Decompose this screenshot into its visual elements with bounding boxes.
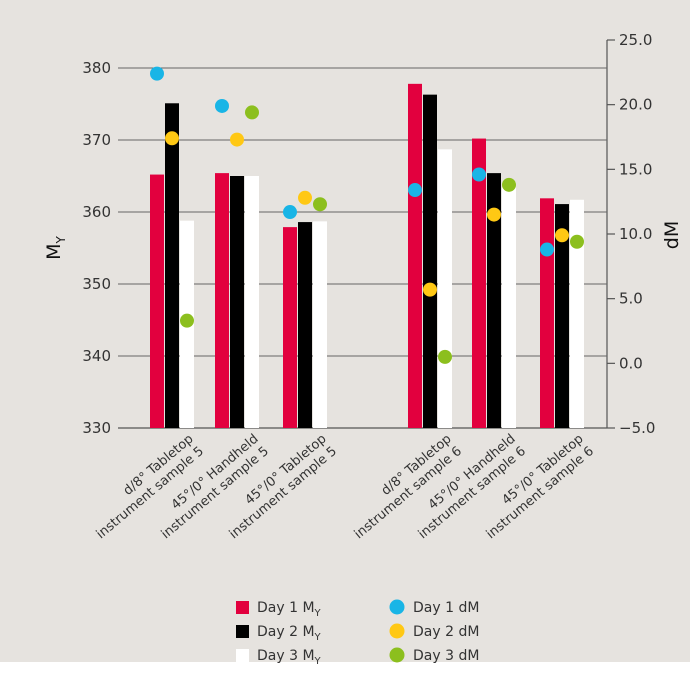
legend-label-bar-1: Day 1 MY — [257, 600, 322, 619]
point-3-3 — [313, 197, 327, 212]
point-1-3 — [283, 205, 297, 220]
legend-marker-point-2 — [389, 623, 405, 639]
legend: Day 1 MY Day 2 MY Day 3 MY Day 1 dM Day 2 dM… — [236, 599, 479, 667]
bar-2-6 — [555, 204, 569, 428]
legend-marker-point-1 — [389, 599, 405, 615]
left-tick-label: 370 — [82, 131, 111, 149]
point-3-5 — [502, 177, 516, 192]
right-tick-label: 25.0 — [619, 31, 652, 49]
point-1-2 — [215, 98, 229, 113]
legend-marker-point-3 — [389, 647, 405, 663]
bar-2-4 — [423, 94, 437, 428]
point-2-6 — [555, 228, 569, 243]
bar-1-4 — [408, 83, 422, 428]
bar-3-5 — [502, 182, 516, 428]
bar-2-3 — [298, 222, 312, 428]
point-2-2 — [230, 132, 244, 147]
legend-label-point-1: Day 1 dM — [413, 600, 479, 616]
legend-label-bar-2: Day 2 MY — [257, 624, 322, 643]
bar-3-4 — [438, 149, 452, 429]
bar-2-1 — [165, 103, 179, 428]
point-2-1 — [165, 131, 179, 146]
right-tick-label: 15.0 — [619, 160, 652, 178]
point-1-1 — [150, 66, 164, 81]
legend-swatch-bar-3 — [236, 649, 249, 662]
legend-swatch-bar-1 — [236, 601, 249, 614]
point-3-2 — [245, 105, 259, 120]
y-axis-title-right: dM — [661, 221, 683, 249]
left-tick-label: 360 — [82, 203, 111, 221]
legend-label-point-3: Day 3 dM — [413, 648, 479, 664]
bar-1-5 — [472, 138, 486, 428]
bar-1-6 — [540, 198, 554, 428]
point-1-6 — [540, 242, 554, 257]
point-1-5 — [472, 167, 486, 182]
legend-swatch-bar-2 — [236, 625, 249, 638]
point-2-5 — [487, 207, 501, 222]
bar-2-5 — [487, 173, 501, 428]
bar-2-2 — [230, 176, 244, 428]
point-3-4 — [438, 349, 452, 364]
point-3-6 — [570, 234, 584, 249]
right-tick-label: 0.0 — [619, 354, 643, 372]
right-tick-label: 20.0 — [619, 96, 652, 114]
bar-3-3 — [313, 221, 327, 428]
bar-3-2 — [245, 176, 259, 428]
left-tick-label: 350 — [82, 275, 111, 293]
bar-1-3 — [283, 227, 297, 428]
right-tick-label: 5.0 — [619, 290, 643, 308]
bar-3-6 — [570, 199, 584, 428]
bar-1-1 — [150, 174, 164, 428]
bar-1-2 — [215, 173, 229, 428]
left-tick-label: 330 — [82, 419, 111, 437]
axes-layer: 330 340 350 360 370 380 −5.0 0.0 5.0 10.0 15.0 20.0… — [43, 31, 683, 437]
right-tick-label: 10.0 — [619, 225, 652, 243]
point-1-4 — [408, 183, 422, 198]
right-tick-label: −5.0 — [619, 419, 655, 437]
legend-label-point-2: Day 2 dM — [413, 624, 479, 640]
point-2-3 — [298, 190, 312, 205]
point-3-1 — [180, 313, 194, 328]
chart-background — [0, 0, 690, 662]
points-layer — [150, 66, 584, 364]
legend-label-bar-3: Day 3 MY — [257, 648, 322, 667]
left-tick-label: 380 — [82, 59, 111, 77]
point-2-4 — [423, 282, 437, 297]
bars-layer — [150, 83, 584, 429]
y-axis-title-left: MY — [43, 235, 68, 259]
left-tick-label: 340 — [82, 347, 111, 365]
